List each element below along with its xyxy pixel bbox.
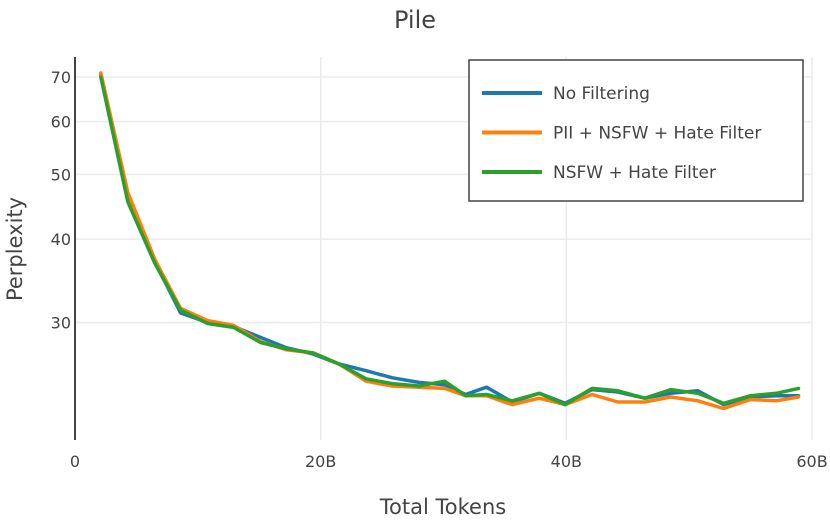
tick-labels: 30 40 50 60 70 0 20B 40B 60B [51,68,828,471]
x-axis-title: Total Tokens [379,495,506,519]
grid [75,57,813,440]
y-axis-title: Perplexity [3,197,27,301]
x-tick-label: 0 [70,452,80,471]
y-tick-label: 70 [51,68,71,87]
legend-label: NSFW + Hate Filter [553,163,716,183]
x-tick-label: 40B [551,452,582,471]
y-tick-label: 60 [51,113,71,132]
series-line-3 [99,75,801,407]
series-line-2 [99,71,801,411]
y-tick-label: 30 [51,314,71,333]
legend-label: PII + NSFW + Hate Filter [553,124,761,144]
x-tick-label: 20B [305,452,336,471]
y-tick-label: 50 [51,165,71,184]
y-tick-label: 40 [51,230,71,249]
chart-title: Pile [394,6,436,34]
x-tick-label: 60B [796,452,827,471]
legend: No Filtering PII + NSFW + Hate Filter NSFW… [468,59,804,202]
series-lines [99,71,801,411]
legend-label: No Filtering [553,84,650,104]
